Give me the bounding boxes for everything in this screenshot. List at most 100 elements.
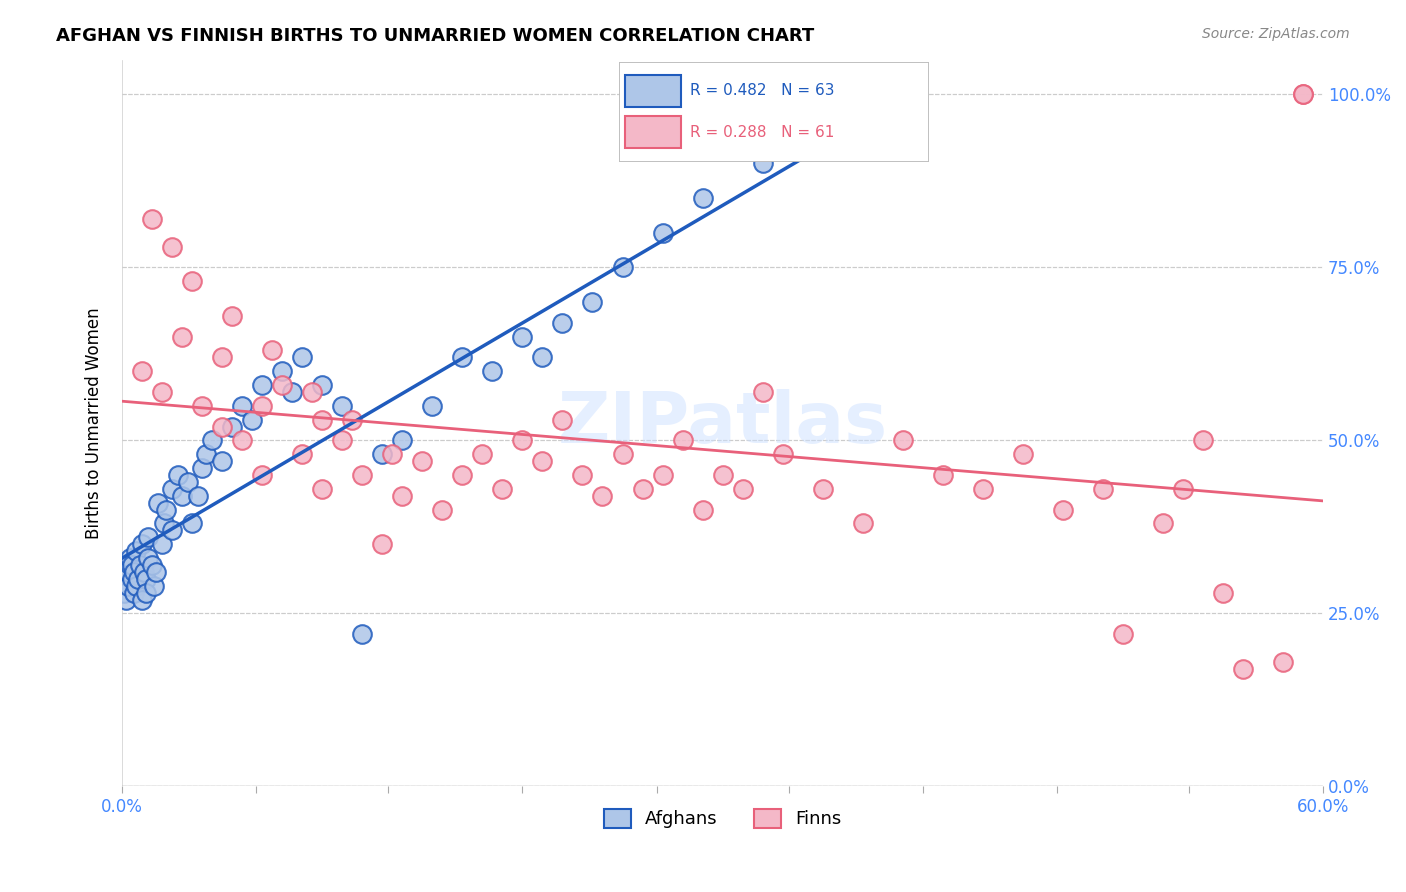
Point [211,454,233,468]
Point [121,558,143,572]
Point [155,502,177,516]
Point [195,447,218,461]
Point [141,558,163,572]
Point [125,579,148,593]
Point [150,537,173,551]
Point [160,482,183,496]
Point [531,351,554,365]
Point [352,467,374,482]
Text: R = 0.288   N = 61: R = 0.288 N = 61 [690,125,834,140]
Point [160,239,183,253]
Point [581,294,603,309]
Point [772,447,794,461]
Point [135,585,157,599]
Point [131,364,153,378]
Point [121,572,143,586]
Point [191,399,214,413]
Point [451,351,474,365]
Point [571,467,593,482]
Point [311,412,333,426]
Point [201,434,224,448]
Point [371,537,394,551]
Point [391,489,413,503]
Point [551,316,574,330]
Point [651,226,673,240]
Point [131,592,153,607]
Point [129,558,152,572]
Point [1292,87,1315,102]
Point [167,467,190,482]
Point [512,329,534,343]
Text: AFGHAN VS FINNISH BIRTHS TO UNMARRIED WOMEN CORRELATION CHART: AFGHAN VS FINNISH BIRTHS TO UNMARRIED WO… [56,27,814,45]
Point [1192,434,1215,448]
Point [481,364,503,378]
Point [122,585,145,599]
Point [112,585,135,599]
Point [932,467,955,482]
Point [342,412,364,426]
Point [432,502,454,516]
Point [250,378,273,392]
Point [135,572,157,586]
Point [551,412,574,426]
Point [1272,655,1295,669]
Point [811,482,834,496]
Point [1212,585,1234,599]
Point [692,502,714,516]
Point [371,447,394,461]
Point [117,579,139,593]
Point [631,482,654,496]
Bar [624,116,681,148]
Point [125,544,148,558]
Point [122,565,145,579]
Point [352,627,374,641]
Point [136,551,159,566]
Point [1152,516,1174,531]
Point [111,572,134,586]
Point [131,537,153,551]
Point [150,384,173,399]
Point [262,343,284,358]
Point [612,447,634,461]
Point [1171,482,1194,496]
Point [127,572,149,586]
Point [852,516,875,531]
Point [250,399,273,413]
Point [420,399,443,413]
Point [311,482,333,496]
Text: Source: ZipAtlas.com: Source: ZipAtlas.com [1202,27,1350,41]
Point [136,530,159,544]
Point [381,447,404,461]
Point [120,558,142,572]
Point [172,489,194,503]
Point [221,309,243,323]
Point [250,467,273,482]
Point [231,399,253,413]
Point [181,516,204,531]
Point [120,551,142,566]
Point [731,482,754,496]
Point [221,419,243,434]
Point [651,467,673,482]
Point [751,384,773,399]
Point [145,565,167,579]
Point [211,351,233,365]
Point [612,260,634,275]
Point [330,399,353,413]
Point [115,592,138,607]
Point [512,434,534,448]
Point [141,211,163,226]
Point [132,565,155,579]
Point [692,191,714,205]
Point [181,274,204,288]
Point [172,329,194,343]
Point [972,482,994,496]
Point [153,516,176,531]
Point [191,461,214,475]
Point [143,579,166,593]
Point [177,475,200,489]
Point [291,447,314,461]
Text: ZIPatlas: ZIPatlas [558,389,887,458]
Point [491,482,513,496]
Point [891,434,914,448]
